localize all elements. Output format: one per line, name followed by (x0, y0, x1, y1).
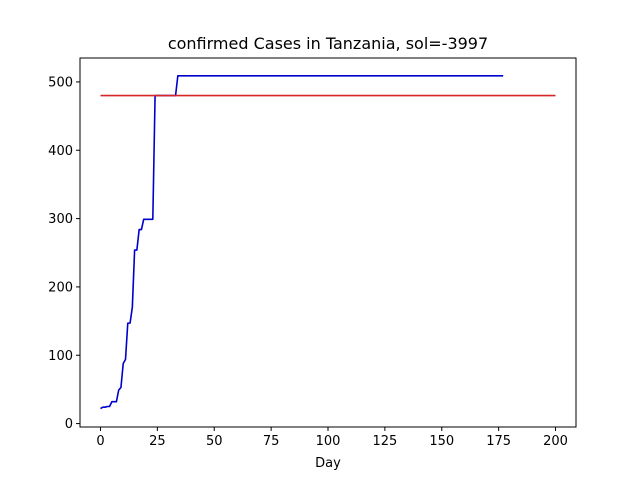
y-tick-label: 300 (48, 212, 73, 227)
x-axis: 0 25 50 75 100 125 150 175 200 (96, 427, 568, 449)
plot-background (80, 58, 576, 427)
x-tick-label: 200 (543, 434, 568, 449)
x-tick-label: 150 (429, 434, 454, 449)
y-tick-label: 400 (48, 144, 73, 159)
series-layer (100, 74, 556, 410)
x-tick-label: 75 (263, 434, 280, 449)
y-tick-label: 200 (48, 280, 73, 295)
x-tick-label: 175 (486, 434, 511, 449)
x-tick-label: 50 (206, 434, 223, 449)
chart-title: confirmed Cases in Tanzania, sol=-3997 (168, 34, 488, 53)
plot-area (79, 57, 577, 428)
x-axis-label: Day (315, 456, 341, 471)
y-tick-label: 500 (48, 75, 73, 90)
x-tick-label: 25 (149, 434, 166, 449)
x-tick-label: 100 (316, 434, 341, 449)
y-axis: 0 100 200 300 400 500 (48, 75, 80, 432)
y-tick-label: 100 (48, 349, 73, 364)
x-tick-label: 0 (96, 434, 104, 449)
x-tick-label: 125 (372, 434, 397, 449)
y-tick-label: 0 (65, 417, 73, 432)
